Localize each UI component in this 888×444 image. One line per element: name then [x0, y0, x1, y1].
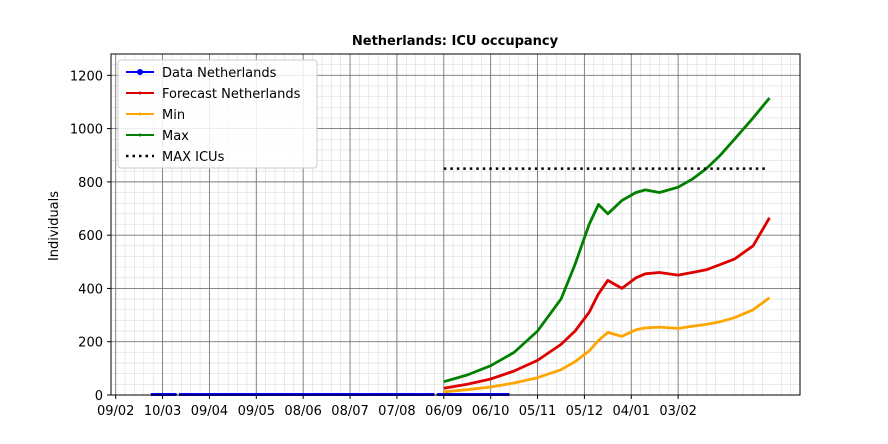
legend-label: Max	[162, 129, 189, 144]
x-tick-label: 05/12	[566, 404, 603, 419]
x-tick-label: 10/03	[144, 404, 181, 419]
minor-grid	[111, 53, 801, 395]
y-axis-label: Individuals	[47, 191, 62, 261]
y-tick-label: 600	[78, 229, 103, 244]
x-tick-label: 03/02	[659, 404, 696, 419]
legend-marker	[137, 69, 143, 75]
y-tick-label: 1200	[70, 69, 103, 84]
x-tick-label: 07/08	[378, 404, 415, 419]
y-axis: 0 200 400 600 800 1000 1200	[70, 69, 111, 404]
legend-marker	[138, 133, 142, 137]
plot-frame	[110, 53, 801, 396]
x-axis: 09/02 10/03 09/04 09/05 08/06 08/07 07/08 06/09…	[97, 395, 697, 419]
y-tick-label: 400	[78, 282, 103, 297]
legend-box	[117, 59, 318, 169]
x-tick-label: 08/07	[331, 404, 368, 419]
legend-marker	[138, 112, 142, 116]
series-line-min	[443, 296, 771, 394]
series-line-forecast-netherlands	[443, 217, 771, 390]
legend-marker	[138, 91, 142, 95]
y-tick-label: 200	[78, 336, 103, 351]
series-line-max	[443, 97, 771, 384]
y-tick-label: 800	[78, 176, 103, 191]
legend: Data Netherlands Forecast Netherlands Min M…	[117, 59, 318, 169]
x-tick-label: 09/02	[97, 404, 134, 419]
major-grid	[111, 54, 800, 396]
x-tick-label: 09/04	[191, 404, 228, 419]
y-tick-label: 1000	[70, 123, 103, 138]
x-tick-label: 05/11	[519, 404, 556, 419]
legend-label: Min	[162, 108, 185, 123]
chart-title: Netherlands: ICU occupancy	[352, 34, 559, 49]
x-tick-label: 06/10	[472, 404, 509, 419]
x-tick-label: 04/01	[613, 404, 650, 419]
legend-label: MAX ICUs	[162, 150, 225, 165]
legend-label: Data Netherlands	[162, 66, 277, 81]
y-tick-label: 0	[95, 389, 103, 404]
x-tick-label: 08/06	[284, 404, 321, 419]
x-tick-label: 06/09	[425, 404, 462, 419]
x-tick-label: 09/05	[238, 404, 275, 419]
legend-label: Forecast Netherlands	[162, 87, 301, 102]
